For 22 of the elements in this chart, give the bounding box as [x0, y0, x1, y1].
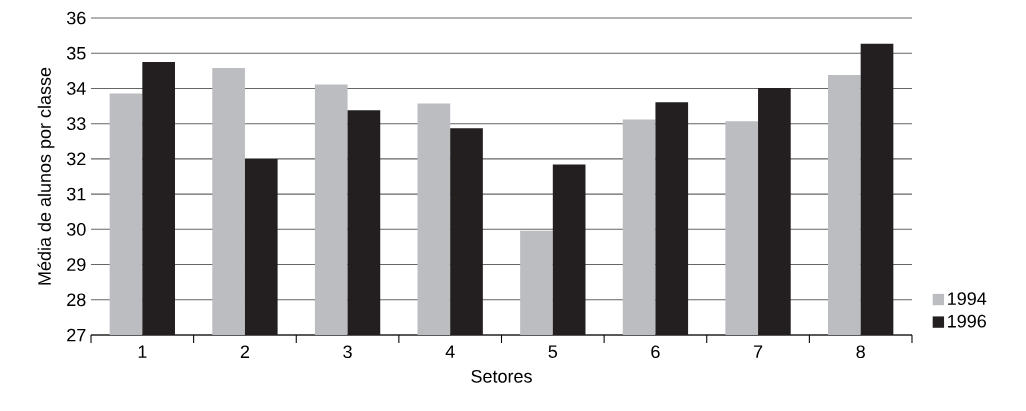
y-tick-label: 31 [66, 187, 86, 201]
y-tick-label: 35 [66, 46, 86, 60]
x-tick-label: 2 [240, 345, 250, 358]
x-tick-label: 8 [856, 345, 865, 359]
y-tick-label: 30 [66, 222, 86, 236]
y-tick-label: 29 [67, 258, 86, 271]
y-axis-title: Média de alunos por classe [37, 67, 55, 285]
x-tick-label: 6 [651, 345, 660, 359]
x-tick-label: 7 [753, 345, 763, 358]
y-tick-label: 36 [66, 11, 86, 25]
x-axis-title: Setores [471, 369, 532, 383]
y-tick-label: 33 [66, 117, 86, 131]
y-tick-label: 34 [66, 82, 86, 95]
legend-label: 1996 [948, 314, 986, 328]
y-tick-label: 27 [67, 328, 86, 342]
y-tick-label: 32 [66, 152, 86, 166]
x-tick-label: 3 [343, 345, 352, 359]
y-tick-label: 28 [67, 293, 86, 307]
x-tick-label: 4 [445, 345, 455, 358]
x-tick-label: 1 [138, 345, 147, 358]
x-tick-label: 5 [548, 345, 558, 358]
legend-label: 1994 [948, 292, 987, 305]
